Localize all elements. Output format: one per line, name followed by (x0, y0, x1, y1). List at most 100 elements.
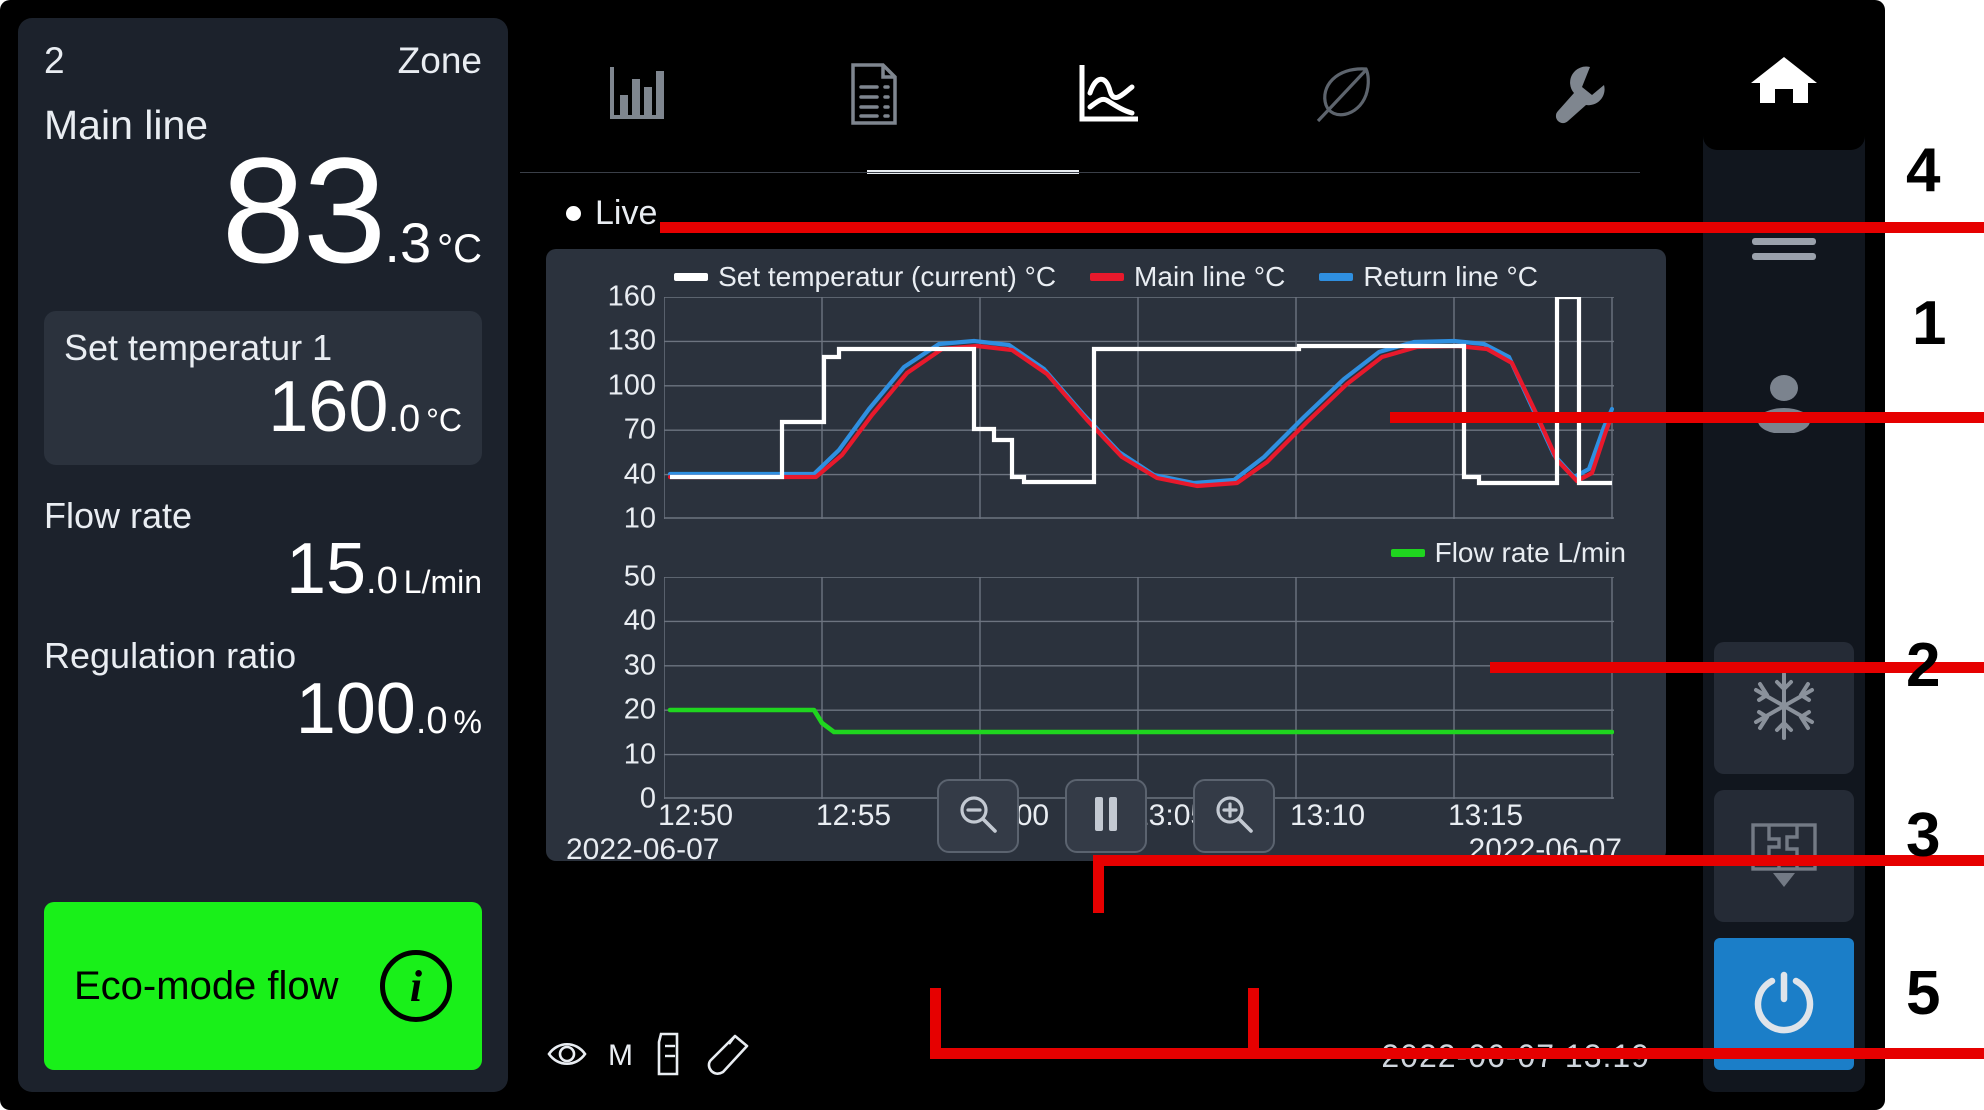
trend-chart-icon (1074, 61, 1142, 127)
main-line-decimal: .3 (384, 211, 432, 274)
annotation-line-3a (1093, 855, 1984, 866)
temperature-chart-legend: Set temperatur (current) °C Main line °C… (546, 249, 1666, 297)
flow-rate-unit: L/min (403, 564, 482, 600)
xtick-1310: 13:10 (1290, 799, 1366, 832)
memory-card-icon[interactable] (655, 1032, 683, 1081)
annotation-number-5: 5 (1906, 959, 1941, 1028)
flow-rate-value: 15 (285, 529, 367, 609)
flow-rate-decimal: .0 (366, 560, 398, 602)
legend-item-return-line: Return line °C (1319, 261, 1538, 293)
home-button[interactable] (1703, 18, 1865, 150)
annotation-line-5b (930, 988, 941, 1056)
x-axis-ticks: 12:50 12:55 13:00 13:05 13:10 13:15 (658, 799, 1614, 833)
usb-stick-icon[interactable] (705, 1032, 751, 1081)
flow-ytick-50: 50 (623, 560, 656, 593)
live-label: Live (595, 194, 658, 232)
temp-ytick-160: 160 (607, 280, 656, 313)
tab-trend-chart[interactable] (990, 18, 1225, 170)
xtick-1255: 12:55 (816, 799, 892, 832)
regulation-ratio-value: 100 (295, 669, 416, 749)
top-navigation (520, 18, 1695, 174)
legend-item-set-temperature: Set temperatur (current) °C (674, 261, 1056, 293)
tab-settings-wrench[interactable] (1460, 18, 1695, 170)
live-indicator[interactable]: Live (520, 194, 1695, 233)
annotation-line-3b (1093, 855, 1104, 913)
main-line-label: Main line (44, 102, 209, 148)
document-list-icon (845, 61, 901, 127)
regulation-ratio-label: Regulation ratio (44, 635, 297, 676)
zoom-out-button[interactable] (937, 779, 1019, 853)
status-icons: M (546, 1032, 751, 1081)
annotation-number-1: 1 (1912, 289, 1947, 358)
pause-icon (1089, 794, 1123, 839)
set-temperature-decimal: .0 (388, 398, 421, 440)
axis-start-date: 2022-06-07 (566, 833, 720, 866)
zone-header: 2 Zone (44, 40, 482, 82)
set-temperature-card[interactable]: Set temperatur 1 160.0 °C (44, 311, 482, 465)
snowflake-icon (1747, 669, 1821, 748)
tab-bar-chart[interactable] (520, 18, 755, 170)
zone-number: 2 (44, 40, 65, 81)
tab-document-list[interactable] (755, 18, 990, 170)
temp-ytick-10: 10 (623, 502, 656, 535)
annotation-line-4 (660, 222, 1984, 233)
annotation-number-3: 3 (1906, 801, 1941, 870)
regulation-ratio-unit: % (453, 704, 482, 740)
temperature-plot[interactable]: 160 130 100 70 40 10 (608, 281, 1615, 535)
wrench-icon (1546, 61, 1610, 127)
legend-label-set-temperature: Set temperatur (current) °C (718, 261, 1057, 292)
flow-rate-plot[interactable]: 50 40 30 20 10 0 (624, 561, 1615, 815)
mold-icon (1745, 817, 1823, 896)
eco-mode-label: Eco-mode flow (74, 963, 339, 1008)
zoom-in-icon (1213, 793, 1255, 840)
flow-ytick-0: 0 (639, 782, 656, 815)
xtick-1315: 13:15 (1448, 799, 1524, 832)
main-content: Live Set temperatur (current) °C Main li… (520, 18, 1695, 1092)
set-temperature-value: 160 (268, 367, 389, 447)
tab-leaf[interactable] (1225, 18, 1460, 170)
legend-item-main-line: Main line °C (1090, 261, 1285, 293)
flow-ytick-10: 10 (623, 738, 656, 771)
annotation-number-4: 4 (1906, 136, 1941, 205)
mode-m-label: M (608, 1039, 633, 1072)
temp-ytick-100: 100 (607, 369, 656, 402)
regulation-ratio-decimal: .0 (415, 700, 448, 742)
flow-rate-plot-svg (663, 576, 1615, 799)
legend-label-main-line: Main line °C (1134, 261, 1286, 292)
live-dot-icon (566, 206, 581, 221)
flow-rate-chart-legend: Flow rate L/min (546, 519, 1666, 573)
user-button[interactable] (1710, 344, 1858, 464)
annotation-line-2 (1490, 662, 1984, 673)
leaf-icon (1310, 61, 1376, 127)
regulation-ratio-metric: Regulation ratio 100.0% (44, 635, 482, 745)
legend-label-return-line: Return line °C (1363, 261, 1538, 292)
zoom-in-button[interactable] (1193, 779, 1275, 853)
temperature-plot-svg (663, 294, 1615, 519)
eye-icon[interactable] (546, 1037, 592, 1076)
set-temperature-label: Set temperatur 1 (64, 327, 333, 368)
flow-rate-label: Flow rate (44, 495, 193, 536)
flow-ytick-40: 40 (623, 604, 656, 637)
menu-button[interactable] (1710, 184, 1858, 304)
main-line-unit: °C (437, 227, 482, 271)
eco-mode-flow-button[interactable]: Eco-mode flow i (44, 902, 482, 1070)
chart-controls (546, 779, 1666, 853)
legend-swatch-flow-rate (1390, 549, 1425, 557)
annotation-line-1 (1390, 412, 1984, 423)
legend-swatch-return-line (1319, 273, 1354, 281)
flow-rate-metric: Flow rate 15.0 L/min (44, 495, 482, 605)
legend-swatch-set-temperature (674, 273, 709, 281)
info-icon[interactable]: i (380, 950, 452, 1022)
legend-swatch-main-line (1090, 273, 1125, 281)
annotation-number-2: 2 (1906, 631, 1941, 700)
legend-label-flow-rate: Flow rate L/min (1434, 537, 1626, 568)
annotation-line-5c (1248, 988, 1259, 1056)
annotation-line-5a (930, 1048, 1984, 1059)
right-sidebar (1703, 18, 1865, 1092)
pause-button[interactable] (1065, 779, 1147, 853)
regulation-ratio-reading: 100.0% (44, 673, 482, 745)
legend-item-flow-rate: Flow rate L/min (1390, 537, 1626, 569)
main-line-value: 83 (221, 126, 387, 294)
temp-ytick-130: 130 (607, 324, 656, 357)
